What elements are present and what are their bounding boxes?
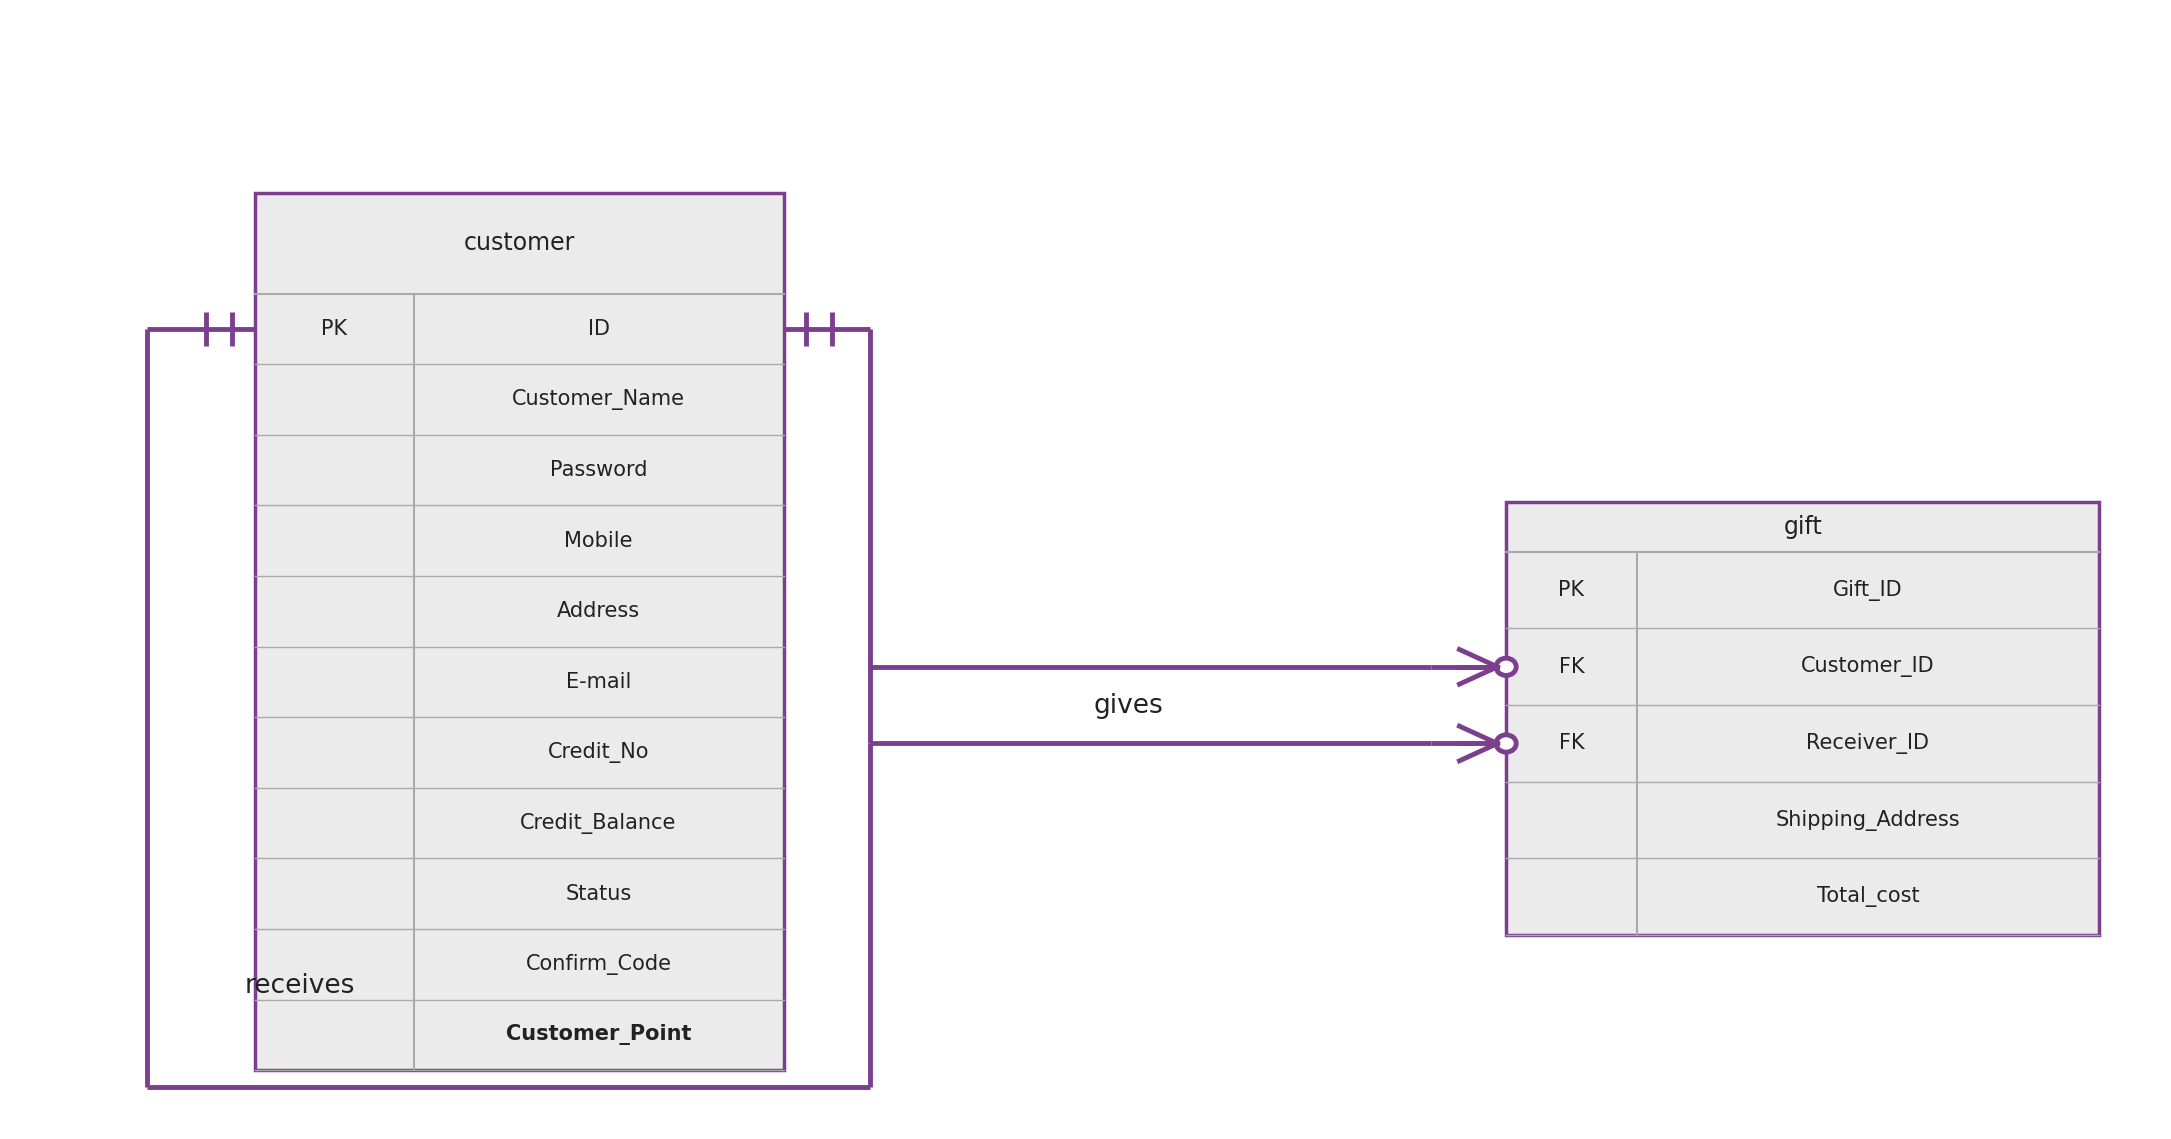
Text: Credit_Balance: Credit_Balance bbox=[521, 812, 677, 834]
Text: gives: gives bbox=[1094, 694, 1164, 719]
Text: PK: PK bbox=[1559, 580, 1585, 600]
Bar bbox=[1507, 502, 2099, 935]
Text: Receiver_ID: Receiver_ID bbox=[1806, 734, 1930, 754]
Text: Shipping_Address: Shipping_Address bbox=[1776, 810, 1960, 830]
Text: Customer_ID: Customer_ID bbox=[1802, 656, 1934, 678]
Bar bbox=[254, 192, 784, 1071]
Text: Password: Password bbox=[549, 460, 647, 480]
Text: Credit_No: Credit_No bbox=[547, 741, 649, 763]
Text: customer: customer bbox=[465, 231, 575, 255]
Text: Gift_ID: Gift_ID bbox=[1832, 580, 1902, 600]
Text: receives: receives bbox=[243, 973, 354, 999]
Ellipse shape bbox=[1496, 658, 1515, 675]
Text: FK: FK bbox=[1559, 657, 1585, 677]
Ellipse shape bbox=[1496, 735, 1515, 752]
Text: gift: gift bbox=[1782, 515, 1821, 539]
Text: Address: Address bbox=[558, 601, 640, 621]
Text: Customer_Name: Customer_Name bbox=[512, 388, 686, 410]
Text: ID: ID bbox=[588, 319, 610, 338]
Text: Status: Status bbox=[564, 884, 632, 903]
Text: Mobile: Mobile bbox=[564, 531, 632, 550]
Text: PK: PK bbox=[321, 319, 347, 338]
Text: E-mail: E-mail bbox=[567, 672, 632, 691]
Text: FK: FK bbox=[1559, 734, 1585, 754]
Text: Confirm_Code: Confirm_Code bbox=[525, 953, 671, 975]
Text: Total_cost: Total_cost bbox=[1817, 886, 1919, 908]
Text: Customer_Point: Customer_Point bbox=[506, 1024, 690, 1046]
